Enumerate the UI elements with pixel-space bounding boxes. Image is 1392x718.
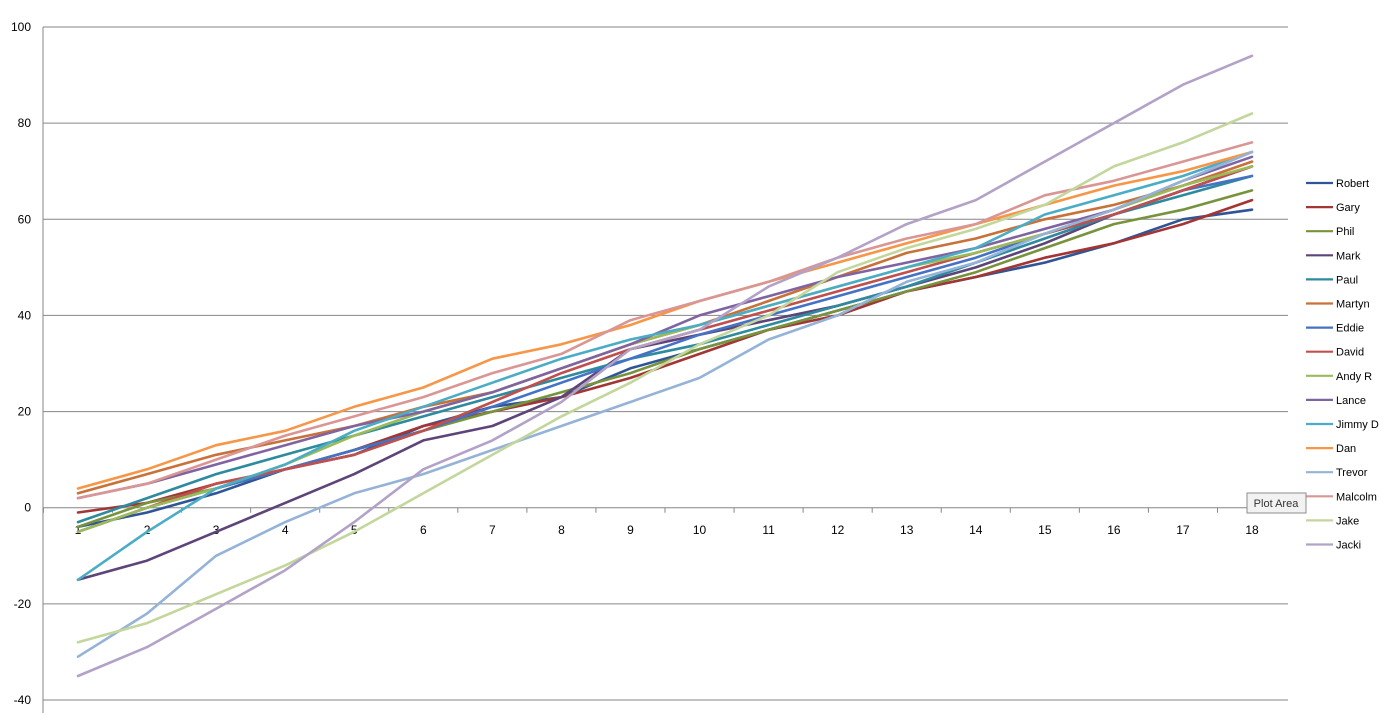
legend-label-trevor: Trevor [1336, 467, 1368, 479]
series-line-lance[interactable] [76, 155, 1254, 500]
gridlines [43, 26, 1288, 701]
series-line-trevor[interactable] [76, 150, 1254, 659]
series-line-dan[interactable] [76, 150, 1254, 490]
legend-label-paul: Paul [1336, 274, 1358, 286]
series-line-mark[interactable] [76, 165, 1254, 582]
y-tick-label: 100 [11, 20, 31, 34]
x-tick-label: 5 [351, 523, 358, 537]
legend-label-dan: Dan [1336, 443, 1356, 455]
x-tick-label: 12 [831, 523, 845, 537]
series-line-jake[interactable] [76, 112, 1254, 644]
y-tick-label: -40 [14, 693, 32, 707]
legend-label-lance: Lance [1336, 395, 1366, 407]
legend-label-martyn: Martyn [1336, 299, 1370, 311]
series-line-robert[interactable] [76, 208, 1254, 529]
series-line-martyn[interactable] [76, 160, 1254, 495]
legend-label-jimmy-d: Jimmy D [1336, 419, 1379, 431]
x-tick-label: 14 [969, 523, 983, 537]
x-tick-label: 15 [1038, 523, 1052, 537]
y-tick-label: 60 [18, 212, 32, 226]
legend-label-jacki: Jacki [1336, 540, 1361, 552]
legend: Robert Gary Phil Mark Paul Martyn Eddie David An… [1306, 178, 1379, 552]
series-line-malcolm[interactable] [76, 141, 1254, 500]
x-tick-label: 3 [213, 523, 220, 537]
x-tick-label: 17 [1176, 523, 1190, 537]
y-tick-label: 0 [24, 501, 31, 515]
x-tick-label: 9 [627, 523, 634, 537]
x-tick-label: 8 [558, 523, 565, 537]
plot-area-tooltip-label: Plot Area [1254, 498, 1300, 510]
x-tick-label: 13 [900, 523, 914, 537]
y-tick-label: -20 [14, 597, 32, 611]
legend-label-david: David [1336, 347, 1364, 359]
legend-label-robert: Robert [1336, 178, 1369, 190]
legend-label-eddie: Eddie [1336, 323, 1364, 335]
legend-label-malcolm: Malcolm [1336, 491, 1377, 503]
legend-label-mark: Mark [1336, 250, 1361, 262]
x-tick-label: 7 [489, 523, 496, 537]
plot-area-tooltip-box [1246, 492, 1307, 514]
y-tick-label: 40 [18, 308, 32, 322]
series-line-jimmy-d[interactable] [76, 150, 1254, 582]
series-lines [76, 54, 1254, 678]
legend-label-andy-r: Andy R [1336, 371, 1372, 383]
series-line-jacki[interactable] [76, 54, 1254, 678]
x-tick-label: 10 [693, 523, 707, 537]
series-line-paul[interactable] [76, 174, 1254, 524]
x-tick-label: 18 [1245, 523, 1259, 537]
y-tick-label: 20 [18, 405, 32, 419]
x-tick-label: 11 [762, 523, 775, 537]
plot-area-tooltip: Plot Area [1246, 492, 1307, 514]
x-tick-label: 2 [144, 523, 151, 537]
y-tick-label: 80 [18, 116, 32, 130]
legend-label-jake: Jake [1336, 515, 1359, 527]
x-tick-label: 16 [1107, 523, 1121, 537]
legend-label-phil: Phil [1336, 226, 1354, 238]
legend-label-gary: Gary [1336, 202, 1360, 214]
series-line-gary[interactable] [76, 198, 1254, 514]
x-tick-label: 1 [75, 523, 82, 537]
x-tick-label: 6 [420, 523, 427, 537]
x-tick-label: 4 [282, 523, 289, 537]
